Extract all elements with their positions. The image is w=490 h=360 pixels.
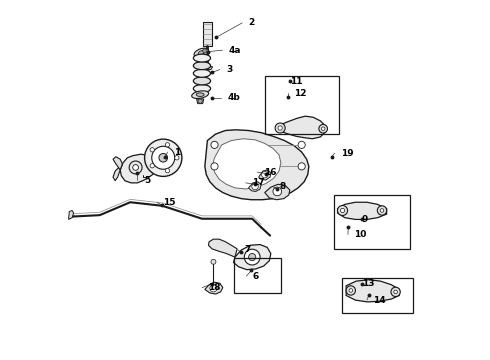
Circle shape — [211, 259, 216, 264]
Text: 14: 14 — [373, 296, 386, 305]
Polygon shape — [202, 67, 213, 69]
Ellipse shape — [194, 69, 211, 77]
Circle shape — [278, 126, 282, 130]
Ellipse shape — [192, 91, 209, 99]
Polygon shape — [203, 22, 212, 45]
Polygon shape — [120, 154, 156, 183]
Polygon shape — [205, 130, 309, 200]
Circle shape — [377, 206, 387, 215]
Circle shape — [129, 161, 142, 174]
Ellipse shape — [194, 48, 208, 57]
Polygon shape — [196, 99, 204, 104]
Circle shape — [152, 146, 175, 169]
Ellipse shape — [198, 51, 204, 55]
Circle shape — [175, 156, 179, 160]
Circle shape — [298, 141, 305, 148]
Circle shape — [349, 289, 353, 292]
Circle shape — [145, 139, 182, 176]
Polygon shape — [205, 282, 223, 294]
Text: 4a: 4a — [229, 46, 242, 55]
Polygon shape — [213, 139, 281, 189]
Text: 1: 1 — [174, 148, 180, 157]
Ellipse shape — [194, 62, 211, 69]
Circle shape — [150, 164, 154, 168]
Circle shape — [391, 287, 400, 297]
Circle shape — [211, 141, 218, 148]
Bar — [265, 76, 339, 134]
Text: 7: 7 — [245, 246, 251, 255]
Circle shape — [262, 171, 268, 178]
Circle shape — [338, 206, 347, 216]
Text: 9: 9 — [362, 215, 368, 224]
Circle shape — [211, 163, 218, 170]
Circle shape — [210, 285, 217, 292]
Text: 6: 6 — [253, 271, 259, 280]
Polygon shape — [248, 182, 261, 192]
Bar — [342, 278, 413, 313]
Circle shape — [298, 163, 305, 170]
Text: 4b: 4b — [228, 93, 241, 102]
Ellipse shape — [194, 77, 211, 85]
Polygon shape — [259, 170, 271, 180]
Polygon shape — [234, 244, 271, 270]
Circle shape — [321, 127, 325, 131]
Circle shape — [341, 208, 344, 213]
Circle shape — [248, 253, 256, 261]
Circle shape — [150, 148, 154, 152]
Circle shape — [198, 99, 202, 103]
Text: 17: 17 — [252, 178, 265, 187]
Polygon shape — [346, 280, 399, 302]
Circle shape — [394, 290, 397, 294]
Polygon shape — [113, 167, 120, 181]
Circle shape — [203, 49, 207, 53]
Polygon shape — [265, 184, 290, 200]
Text: 11: 11 — [290, 77, 302, 86]
Circle shape — [133, 165, 139, 170]
Ellipse shape — [194, 85, 211, 93]
Text: 19: 19 — [341, 149, 354, 158]
Text: 10: 10 — [354, 230, 367, 239]
Circle shape — [380, 209, 384, 212]
Ellipse shape — [194, 54, 211, 62]
Circle shape — [159, 153, 168, 162]
Text: 2: 2 — [248, 18, 255, 27]
Circle shape — [273, 187, 282, 196]
Circle shape — [245, 249, 260, 265]
Circle shape — [275, 123, 285, 133]
Polygon shape — [113, 157, 122, 170]
Polygon shape — [277, 116, 326, 139]
Circle shape — [165, 168, 170, 173]
Circle shape — [252, 183, 258, 190]
Text: 3: 3 — [226, 65, 233, 74]
Polygon shape — [338, 202, 387, 220]
Text: 12: 12 — [294, 89, 307, 98]
Circle shape — [346, 286, 355, 295]
Polygon shape — [208, 239, 237, 257]
Text: 18: 18 — [208, 283, 221, 292]
Bar — [334, 195, 410, 249]
Text: 8: 8 — [279, 182, 285, 191]
Polygon shape — [69, 211, 74, 220]
Bar — [234, 258, 281, 293]
Circle shape — [319, 125, 327, 133]
Circle shape — [165, 143, 170, 147]
Text: 16: 16 — [264, 168, 276, 177]
Text: 5: 5 — [144, 176, 150, 185]
Text: 13: 13 — [362, 279, 374, 288]
Ellipse shape — [196, 93, 204, 96]
Text: 15: 15 — [163, 198, 176, 207]
